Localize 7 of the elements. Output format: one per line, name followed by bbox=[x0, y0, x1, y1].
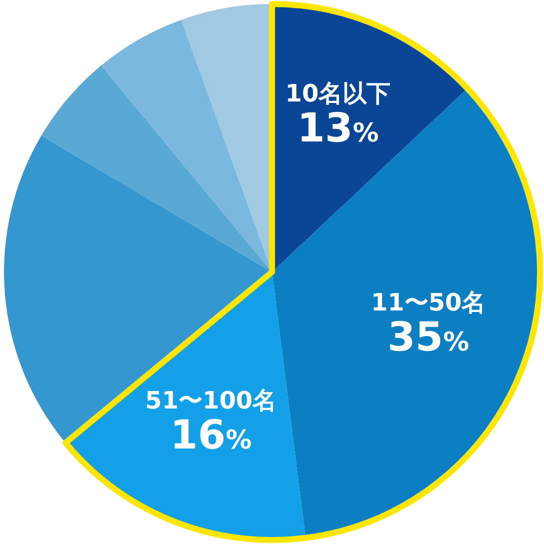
pie-slice bbox=[41, 66, 272, 272]
data-label: 13% bbox=[297, 106, 379, 152]
slice-label: 11〜50名 bbox=[370, 288, 486, 316]
data-label: 35% bbox=[387, 314, 470, 360]
slice-label: 10名以下 bbox=[285, 80, 391, 108]
slice-label: 51〜100名 bbox=[145, 386, 277, 414]
data-label: 16% bbox=[170, 412, 252, 458]
